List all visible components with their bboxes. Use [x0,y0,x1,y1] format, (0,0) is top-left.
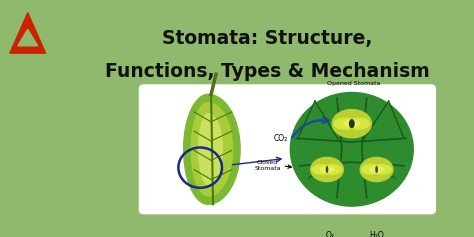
Ellipse shape [346,118,370,129]
Polygon shape [10,13,46,53]
Ellipse shape [344,120,360,127]
Polygon shape [18,29,37,46]
Text: Functions, Types & Mechanism: Functions, Types & Mechanism [105,62,430,81]
Text: Stomata: Structure,: Stomata: Structure, [163,29,373,48]
Text: O₂: O₂ [326,231,335,237]
Ellipse shape [360,157,393,182]
Text: Opened Stomata: Opened Stomata [327,81,381,86]
Ellipse shape [320,167,334,172]
Ellipse shape [334,118,357,129]
FancyBboxPatch shape [139,84,436,214]
Ellipse shape [349,120,354,128]
Ellipse shape [323,165,342,174]
Ellipse shape [372,165,392,174]
Circle shape [291,92,413,206]
Ellipse shape [376,167,377,172]
Ellipse shape [310,157,343,182]
Ellipse shape [312,165,331,174]
Text: CO₂: CO₂ [273,134,288,143]
Ellipse shape [362,165,381,174]
Polygon shape [183,94,240,204]
Ellipse shape [332,109,372,138]
Ellipse shape [370,167,383,172]
Text: H₂O: H₂O [369,231,384,237]
Ellipse shape [327,167,328,172]
Polygon shape [191,103,233,196]
Text: Closed
Stomata: Closed Stomata [254,160,281,171]
Polygon shape [199,114,222,185]
